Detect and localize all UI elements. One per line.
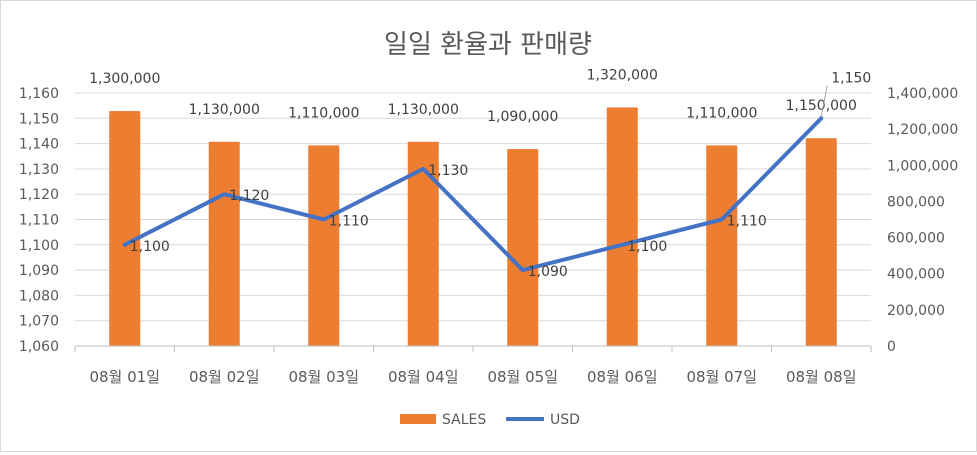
usd-data-label: 1,090 [528, 264, 568, 280]
axes: 1,060 1,070 1,080 1,090 1,100 1,110 1,120 1,130… [19, 86, 958, 386]
x-category-label: 08월 01일 [89, 368, 160, 386]
sales-data-label: 1,130,000 [189, 102, 260, 118]
y-left-tick-label: 1,140 [19, 137, 59, 153]
y-left-tick-label: 1,150 [19, 111, 59, 127]
y-left-tick-label: 1,120 [19, 187, 59, 203]
y-left-tick-label: 1,090 [19, 263, 59, 279]
sales-bar [805, 138, 837, 346]
sales-data-label: 1,150,000 [786, 98, 857, 114]
usd-label-leader [820, 85, 828, 117]
legend: SALES USD [400, 412, 580, 428]
y-left-tick-label: 1,160 [19, 86, 59, 102]
sales-data-label: 1,320,000 [587, 67, 658, 83]
sales-data-label: 1,300,000 [89, 71, 160, 87]
sales-bar [606, 107, 638, 346]
legend-label-sales: SALES [442, 412, 486, 428]
usd-data-label: 1,100 [130, 239, 170, 255]
usd-data-label: 1,120 [229, 188, 269, 204]
y-left-tick-label: 1,080 [19, 288, 59, 304]
usd-data-label: 1,130 [428, 163, 468, 179]
sales-data-label: 1,130,000 [388, 102, 459, 118]
legend-swatch-sales [400, 414, 436, 424]
y-right-tick-label: 1,400,000 [887, 86, 958, 102]
y-right-tick-label: 1,000,000 [887, 158, 958, 174]
y-left-tick-label: 1,100 [19, 238, 59, 254]
sales-data-label: 1,110,000 [686, 105, 757, 121]
y-right-tick-label: 600,000 [887, 231, 945, 247]
sales-data-label: 1,110,000 [288, 105, 359, 121]
sales-bar [507, 149, 539, 346]
x-category-label: 08월 04일 [388, 368, 459, 386]
usd-data-label: 1,110 [727, 214, 767, 230]
y-right-tick-label: 0 [887, 339, 896, 355]
sales-bar [308, 145, 340, 346]
legend-label-usd: USD [550, 412, 580, 428]
usd-data-label: 1,110 [329, 214, 369, 230]
sales-data-label: 1,090,000 [487, 109, 558, 125]
sales-bar [109, 111, 141, 346]
y-right-tick-label: 1,200,000 [887, 122, 958, 138]
x-category-label: 08월 08일 [786, 368, 857, 386]
usd-data-label: 1,150 [831, 70, 871, 86]
x-category-label: 08월 06일 [587, 368, 658, 386]
y-right-tick-label: 800,000 [887, 194, 945, 210]
x-category-label: 08월 02일 [189, 368, 260, 386]
sales-bar [706, 145, 738, 346]
y-left-tick-label: 1,130 [19, 162, 59, 178]
usd-line-path [122, 116, 824, 273]
x-category-label: 08월 05일 [487, 368, 558, 386]
x-category-label: 08월 07일 [686, 368, 757, 386]
usd-line [122, 116, 824, 273]
usd-data-label: 1,100 [627, 239, 667, 255]
chart-title: 일일 환율과 판매량 [384, 30, 592, 60]
data-labels: 1,300,000 1,130,000 1,110,000 1,130,000 1,09… [89, 67, 871, 280]
y-left-tick-label: 1,070 [19, 314, 59, 330]
y-right-tick-label: 200,000 [887, 303, 945, 319]
x-category-label: 08월 03일 [288, 368, 359, 386]
y-right-tick-label: 400,000 [887, 267, 945, 283]
sales-bar [208, 141, 240, 346]
sales-bars [109, 107, 837, 346]
y-left-tick-label: 1,110 [19, 213, 59, 229]
y-left-tick-label: 1,060 [19, 339, 59, 355]
